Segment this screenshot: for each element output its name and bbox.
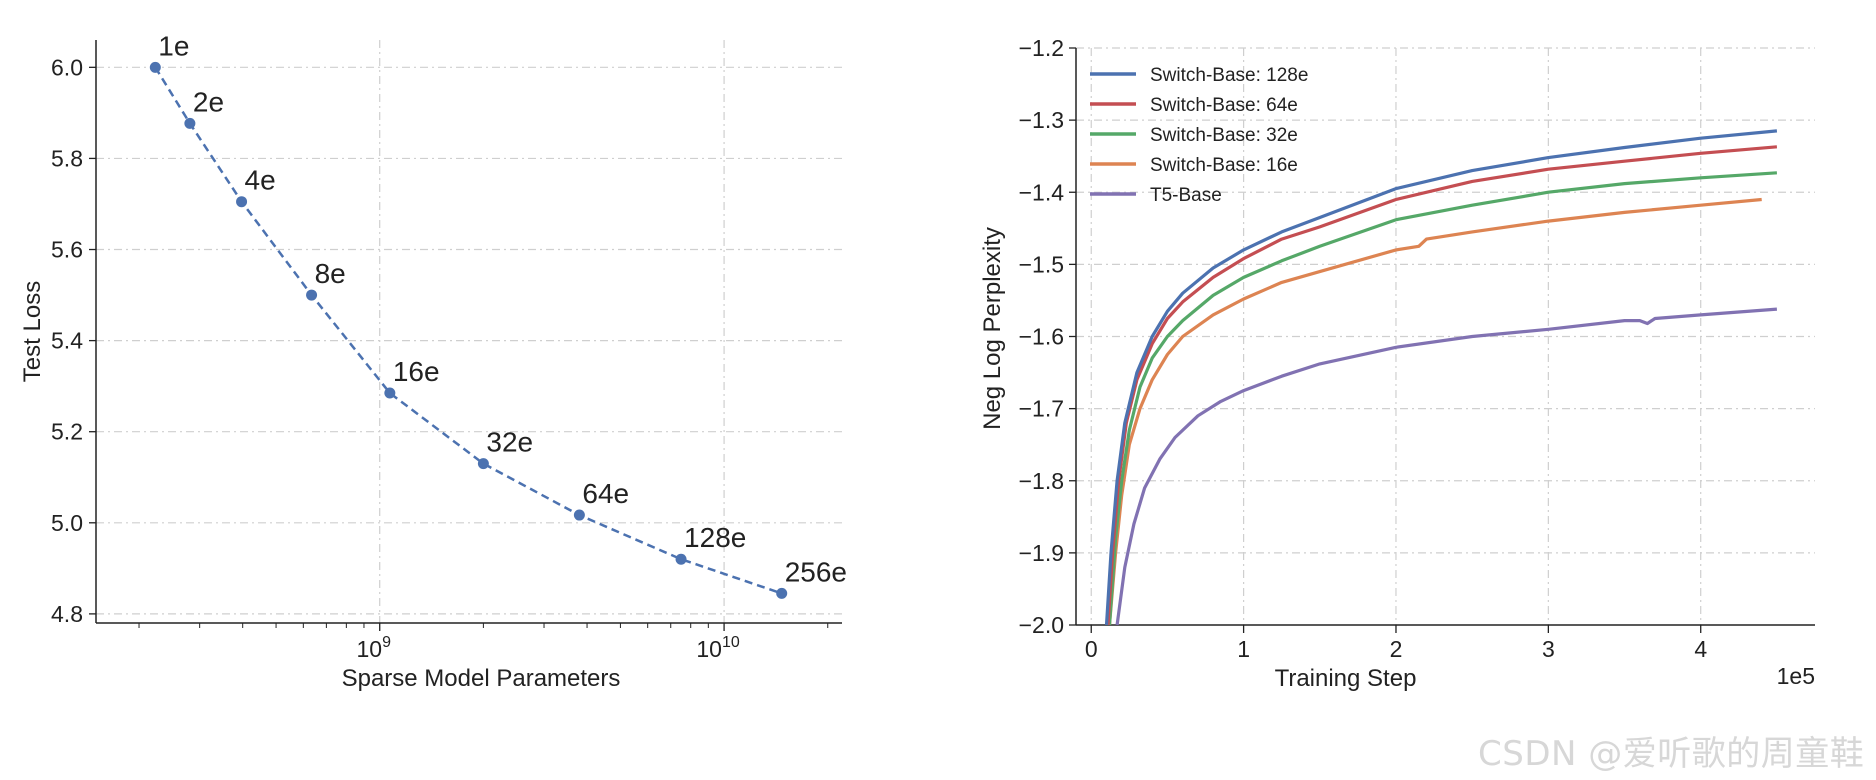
data-label: 32e — [486, 427, 533, 458]
x-tick-label: 109 — [356, 634, 391, 662]
data-point — [776, 587, 788, 599]
y-tick-label: −1.9 — [1019, 540, 1064, 566]
series-line — [1107, 197, 1762, 625]
x-tick-label: 1 — [1237, 636, 1250, 662]
scaling-chart: 4.8 5.0 5.2 5.4 5.6 5.8 6.0 109 1010 Sparse Model… — [19, 30, 847, 692]
legend-label: Switch-Base: 16e — [1150, 155, 1298, 176]
data-label: 4e — [245, 165, 276, 196]
data-point — [236, 196, 248, 208]
y-tick-label: 5.8 — [51, 145, 83, 171]
x-tick-label: 0 — [1085, 636, 1098, 662]
x-axis-title: Training Step — [1275, 665, 1417, 692]
y-tick-label: −1.3 — [1019, 107, 1064, 133]
data-point — [384, 387, 396, 399]
y-tick-label: −1.7 — [1019, 396, 1064, 422]
data-label: 8e — [315, 258, 346, 289]
legend-label: Switch-Base: 128e — [1150, 65, 1308, 86]
y-tick-label: −1.2 — [1019, 35, 1064, 61]
data-point — [306, 289, 318, 301]
y-tick-label: 4.8 — [51, 601, 83, 627]
data-label: 2e — [193, 86, 224, 117]
x-tick-label: 4 — [1694, 636, 1707, 662]
y-axis-title: Neg Log Perplexity — [979, 227, 1006, 430]
y-tick-label: −1.6 — [1019, 324, 1064, 350]
series-line — [1107, 171, 1778, 625]
data-point — [675, 553, 687, 565]
training-curves-chart: −1.2 −1.3 −1.4 −1.5 −1.6 −1.7 −1.8 −1.9 −2.0 0 1 2 3… — [979, 35, 1815, 692]
x-tick-label: 2 — [1390, 636, 1403, 662]
y-axis-title: Test Loss — [19, 281, 46, 382]
legend-label: Switch-Base: 64e — [1150, 95, 1298, 116]
x-tick-label: 3 — [1542, 636, 1555, 662]
watermark: CSDN @爱听歌的周童鞋 — [1478, 734, 1865, 774]
x-multiplier-label: 1e5 — [1777, 663, 1815, 689]
y-tick-label: 6.0 — [51, 54, 83, 80]
legend-label: Switch-Base: 32e — [1150, 125, 1298, 146]
data-point — [477, 458, 489, 470]
series-line — [1115, 307, 1778, 625]
data-point — [149, 61, 161, 73]
y-tick-label: 5.6 — [51, 237, 83, 263]
data-label: 256e — [785, 556, 847, 587]
x-axis-title: Sparse Model Parameters — [342, 665, 621, 692]
series-line — [154, 66, 783, 595]
y-tick-label: 5.2 — [51, 419, 83, 445]
data-label: 16e — [393, 356, 440, 387]
data-label: 64e — [582, 478, 629, 509]
series-line — [1104, 129, 1778, 625]
y-tick-label: −2.0 — [1019, 612, 1064, 638]
data-label: 128e — [684, 522, 746, 553]
data-point — [573, 509, 585, 521]
y-tick-label: −1.8 — [1019, 468, 1064, 494]
legend-label: T5-Base — [1150, 185, 1222, 206]
y-tick-label: −1.4 — [1019, 179, 1065, 205]
y-tick-label: 5.4 — [51, 328, 83, 354]
x-tick-label: 1010 — [696, 634, 739, 662]
data-label: 1e — [158, 30, 189, 61]
y-tick-label: −1.5 — [1019, 251, 1064, 277]
data-point — [184, 117, 196, 129]
y-tick-label: 5.0 — [51, 510, 83, 536]
